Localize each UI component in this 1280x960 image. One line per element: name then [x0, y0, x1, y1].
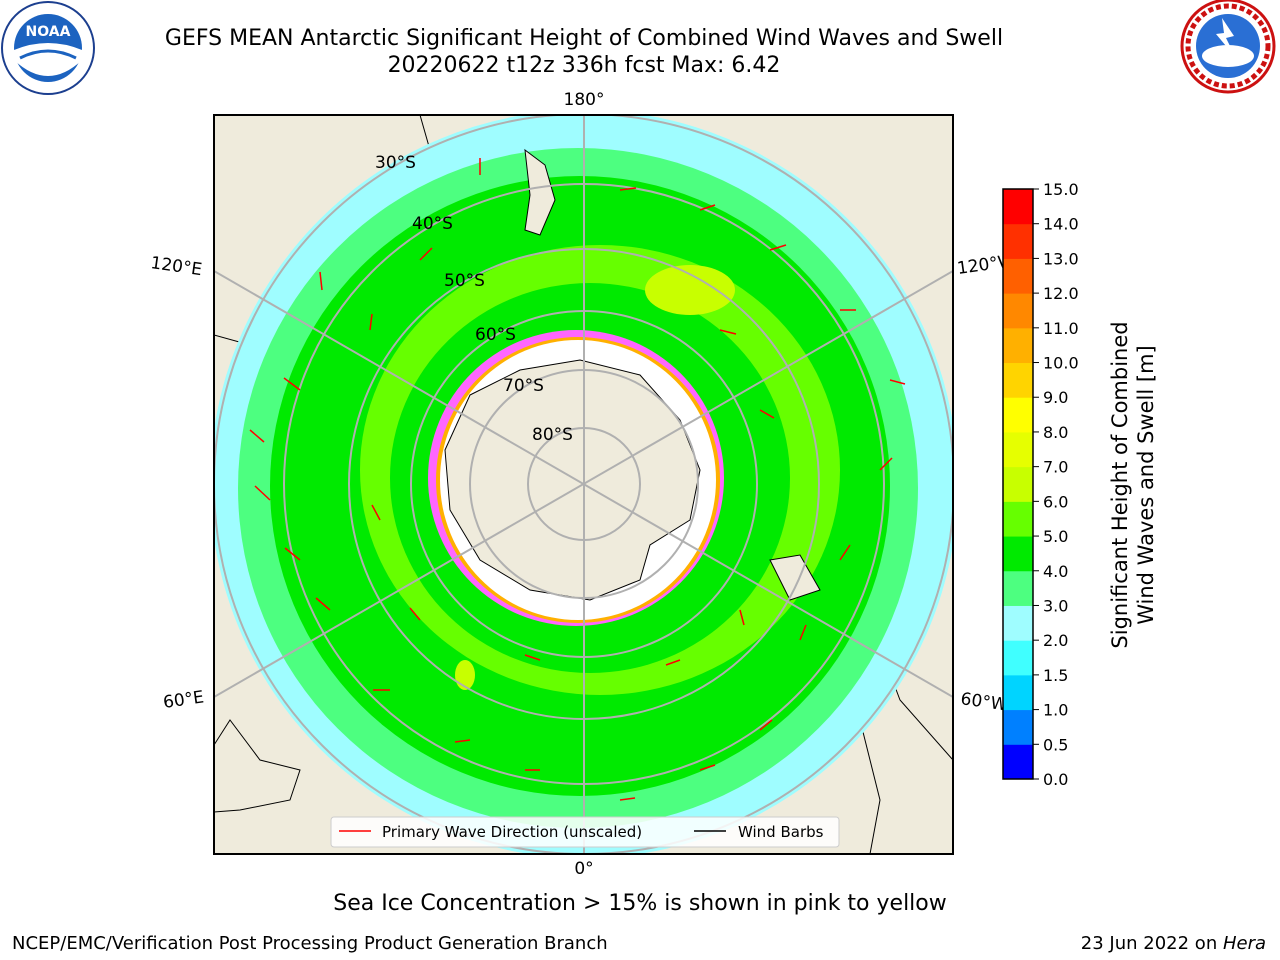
colorbar-tick-label: 2.0 — [1043, 631, 1068, 650]
colorbar-tick-label: 6.0 — [1043, 492, 1068, 511]
colorbar-tick-label: 5.0 — [1043, 527, 1068, 546]
sea-ice-caption: Sea Ice Concentration > 15% is shown in … — [333, 891, 947, 916]
colorbar: 0.0 0.5 1.0 1.5 2.0 3.0 4.0 5.0 6.0 7.0 8.0 9.0 10.0… — [1002, 180, 1158, 789]
lat-label-60s: 60°S — [475, 325, 516, 345]
legend-wave-label: Primary Wave Direction (unscaled) — [382, 823, 642, 841]
colorbar-tick-label: 15.0 — [1043, 180, 1079, 199]
lat-label-70s: 70°S — [503, 376, 544, 396]
colorbar-tick-label: 8.0 — [1043, 423, 1068, 442]
lat-label-30s: 30°S — [375, 153, 416, 173]
colorbar-tick-label: 0.0 — [1043, 770, 1068, 789]
map-legend: Primary Wave Direction (unscaled) Wind B… — [330, 816, 840, 848]
lon-label-180: 180° — [564, 90, 605, 110]
chart-subtitle: 20220622 t12z 336h fcst Max: 6.42 — [387, 53, 781, 78]
colorbar-band — [1003, 640, 1033, 676]
lon-label-120e: 120°E — [149, 253, 203, 280]
colorbar-band — [1003, 466, 1033, 502]
colorbar-band — [1003, 570, 1033, 606]
colorbar-band — [1003, 397, 1033, 433]
colorbar-tick-label: 10.0 — [1043, 354, 1079, 373]
footer-date: 23 Jun 2022 on Hera — [1081, 933, 1266, 954]
colorbar-band — [1003, 501, 1033, 537]
colorbar-band — [1003, 674, 1033, 711]
chart-title: GEFS MEAN Antarctic Significant Height o… — [164, 26, 1004, 51]
colorbar-tick-label: 7.0 — [1043, 458, 1068, 477]
colorbar-tick-label: 0.5 — [1043, 735, 1068, 754]
colorbar-band — [1003, 536, 1033, 572]
colorbar-bands — [1003, 189, 1033, 780]
noaa-logo-text: NOAA — [26, 24, 71, 40]
nws-logo — [1180, 0, 1276, 94]
colorbar-tick-label: 14.0 — [1043, 215, 1079, 234]
colorbar-band — [1003, 431, 1033, 468]
colorbar-band — [1003, 293, 1033, 329]
colorbar-ticks: 0.0 0.5 1.0 1.5 2.0 3.0 4.0 5.0 6.0 7.0 8.0 9.0 10.0… — [1033, 180, 1079, 789]
map-frame — [213, 114, 954, 855]
colorbar-tick-label: 4.0 — [1043, 562, 1068, 581]
colorbar-tick-label: 1.5 — [1043, 666, 1068, 685]
colorbar-tick-label: 12.0 — [1043, 284, 1079, 303]
colorbar-band — [1003, 327, 1033, 364]
colorbar-band — [1003, 223, 1033, 259]
colorbar-tick-label: 11.0 — [1043, 319, 1079, 338]
lat-label-80s: 80°S — [532, 425, 573, 445]
noaa-logo: NOAA — [1, 1, 95, 95]
map-graticule — [214, 115, 953, 854]
colorbar-tick-label: 1.0 — [1043, 701, 1068, 720]
lon-label-0: 0° — [574, 859, 593, 879]
legend-barb-label: Wind Barbs — [738, 823, 824, 841]
lon-label-60e: 60°E — [162, 687, 205, 712]
footer-branch: NCEP/EMC/Verification Post Processing Pr… — [12, 933, 608, 954]
colorbar-band — [1003, 744, 1033, 780]
colorbar-tick-label: 9.0 — [1043, 388, 1068, 407]
lat-label-40s: 40°S — [412, 214, 453, 234]
colorbar-label-line1: Significant Height of Combined — [1108, 321, 1132, 648]
footer-date-text: 23 Jun 2022 on — [1080, 933, 1223, 954]
colorbar-band — [1003, 189, 1033, 225]
colorbar-label-line2: Wind Waves and Swell [m] — [1134, 345, 1158, 625]
footer-host: Hera — [1222, 933, 1266, 954]
wave-direction-arrows — [249, 158, 906, 801]
colorbar-band — [1003, 709, 1033, 745]
colorbar-band — [1003, 258, 1033, 294]
colorbar-band — [1003, 362, 1033, 398]
colorbar-band — [1003, 605, 1033, 641]
colorbar-tick-label: 13.0 — [1043, 249, 1079, 268]
lat-label-50s: 50°S — [444, 271, 485, 291]
colorbar-tick-label: 3.0 — [1043, 596, 1068, 615]
